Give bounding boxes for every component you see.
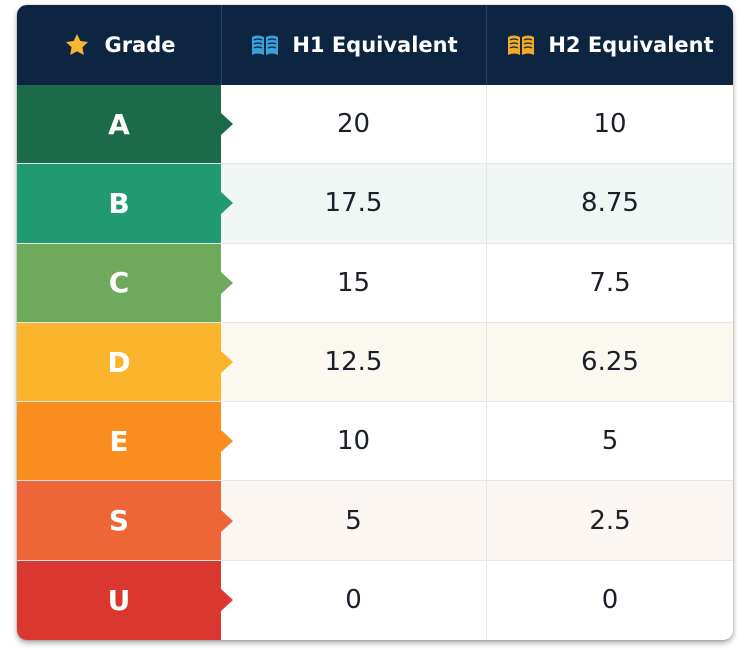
open-book-icon <box>250 30 280 60</box>
grade-cell: C <box>17 243 233 322</box>
row-pointer <box>221 430 233 453</box>
grade-label: A <box>108 107 130 141</box>
h2-value: 6.25 <box>486 322 733 402</box>
table-body: A 20 10 B 17.5 8.75 C 15 7.5 D <box>17 85 733 640</box>
h1-value: 5 <box>221 481 486 560</box>
h2-header-label: H2 Equivalent <box>548 33 714 57</box>
h1-header: H1 Equivalent <box>221 5 486 85</box>
h2-value: 2.5 <box>486 481 733 560</box>
grade-cell: S <box>17 481 233 560</box>
grade-cell: E <box>17 402 233 481</box>
h1-value: 10 <box>221 402 486 481</box>
h1-header-label: H1 Equivalent <box>292 33 458 57</box>
grade-cell: B <box>17 164 233 243</box>
table-row: D 12.5 6.25 <box>17 322 733 403</box>
table-row: E 10 5 <box>17 402 733 482</box>
grade-label: C <box>108 266 130 300</box>
grade-table: Grade H1 Equivalent H2 Equivalent <box>17 5 733 640</box>
row-pointer <box>221 113 233 136</box>
grade-cell: U <box>17 560 233 640</box>
h1-value: 0 <box>221 560 486 640</box>
row-pointer <box>221 192 233 215</box>
h2-value: 10 <box>486 85 733 164</box>
table-header: Grade H1 Equivalent H2 Equivalent <box>17 5 733 85</box>
star-icon <box>62 30 92 60</box>
open-book-icon <box>506 30 536 60</box>
row-pointer <box>221 509 233 532</box>
h2-value: 8.75 <box>486 164 733 243</box>
h1-value: 20 <box>221 85 486 164</box>
grade-label: U <box>107 583 131 617</box>
row-pointer <box>221 589 233 612</box>
h2-value: 0 <box>486 560 733 640</box>
row-pointer <box>221 351 233 374</box>
h1-value: 17.5 <box>221 164 486 243</box>
h1-value: 15 <box>221 243 486 322</box>
grade-header-label: Grade <box>104 33 176 57</box>
table-row: U 0 0 <box>17 560 733 640</box>
table-row: S 5 2.5 <box>17 481 733 561</box>
h2-header: H2 Equivalent <box>486 5 733 85</box>
table-row: A 20 10 <box>17 85 733 165</box>
grade-cell: A <box>17 85 233 164</box>
grade-label: D <box>107 345 131 379</box>
grade-header: Grade <box>17 5 221 85</box>
grade-label: S <box>108 504 130 538</box>
table-row: B 17.5 8.75 <box>17 164 733 244</box>
table-row: C 15 7.5 <box>17 243 733 323</box>
grade-label: B <box>108 186 130 220</box>
grade-label: E <box>109 424 129 458</box>
h1-value: 12.5 <box>221 322 486 402</box>
row-pointer <box>221 271 233 294</box>
h2-value: 7.5 <box>486 243 733 322</box>
h2-value: 5 <box>486 402 733 481</box>
grade-cell: D <box>17 322 233 402</box>
